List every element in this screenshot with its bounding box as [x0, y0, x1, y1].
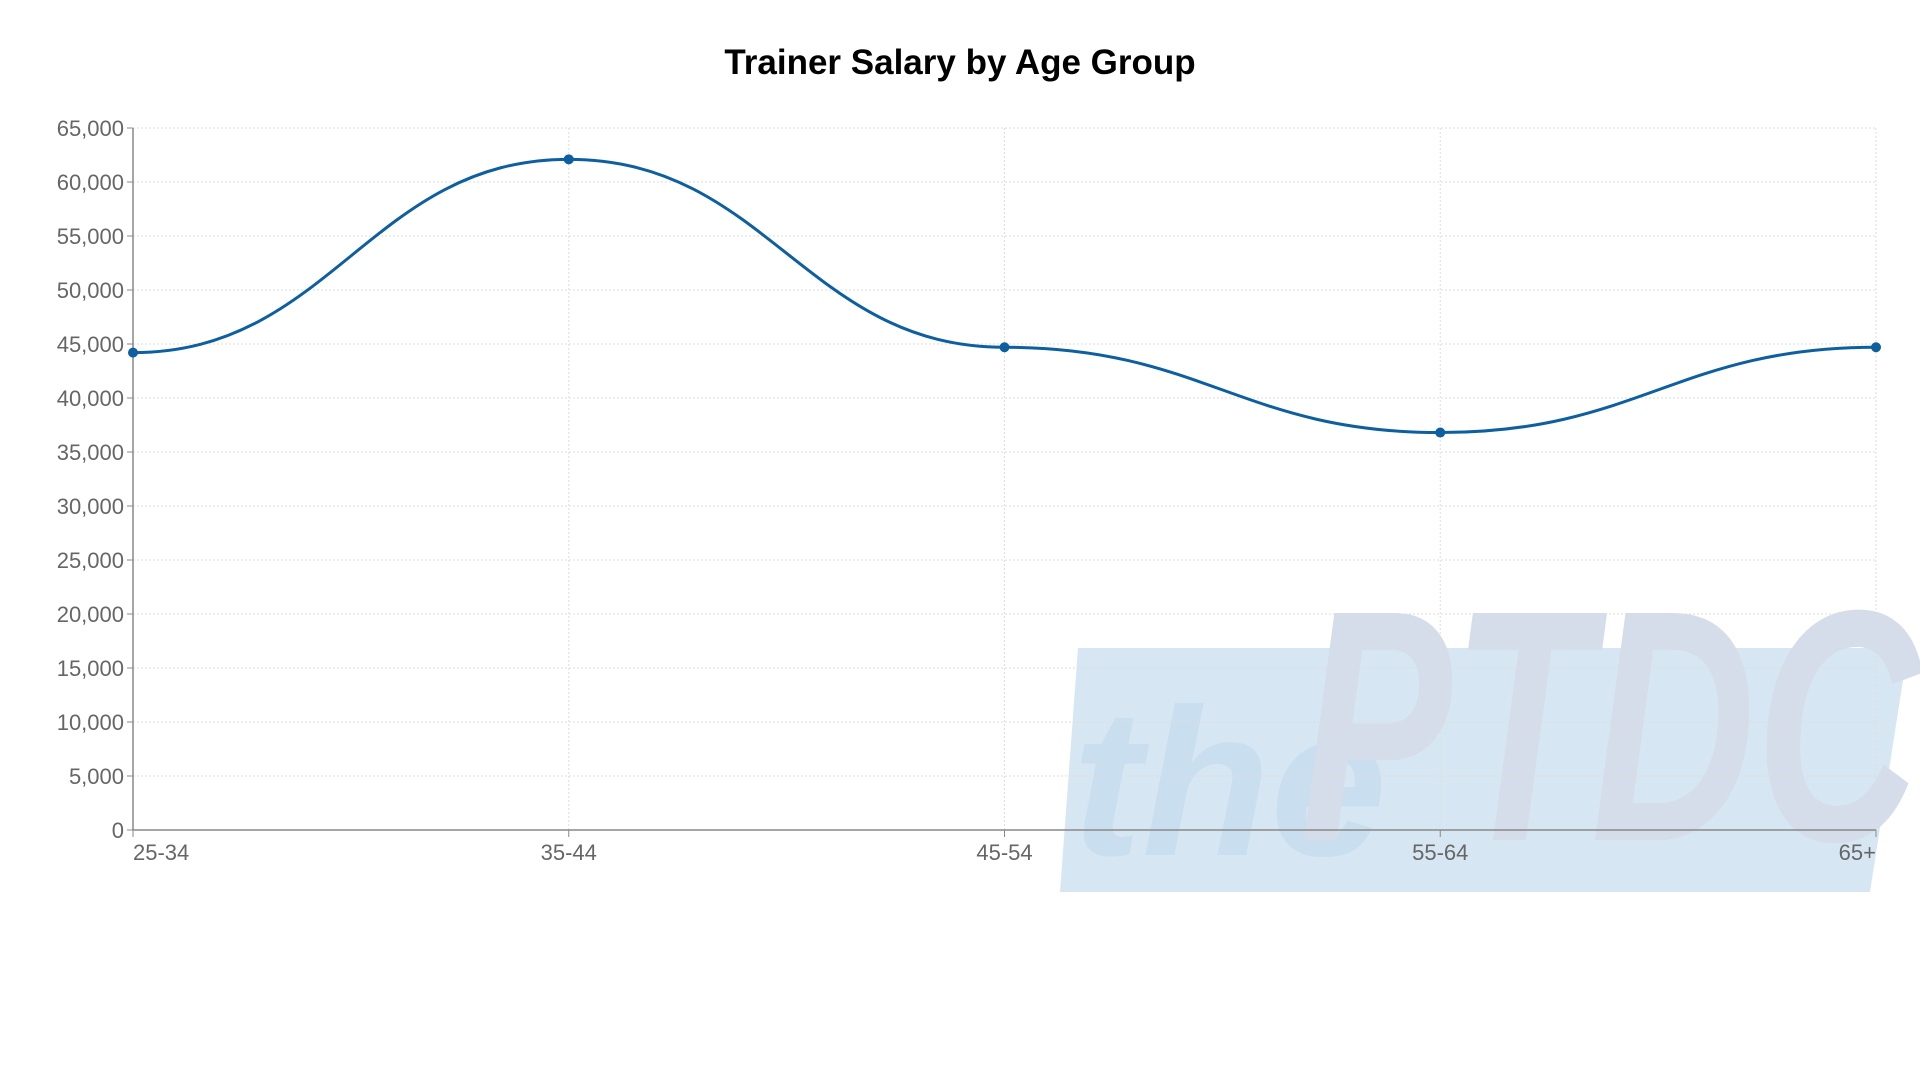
watermark-band [1060, 648, 1908, 892]
data-point-55-64[interactable] [1435, 427, 1446, 438]
y-tick-label: 65,000 [57, 116, 124, 141]
y-tick-label: 60,000 [57, 170, 124, 195]
y-tick-label: 45,000 [57, 332, 124, 357]
x-tick-label: 25-34 [133, 840, 189, 865]
grid-lines [133, 127, 1877, 830]
chart-title: Trainer Salary by Age Group [724, 43, 1195, 82]
data-point-35-44[interactable] [563, 154, 574, 165]
watermark-prefix: the [1072, 665, 1387, 900]
x-tick-label: 55-64 [1412, 840, 1468, 865]
y-tick-label: 50,000 [57, 278, 124, 303]
x-tick-label: 45-54 [976, 840, 1032, 865]
y-tick-label: 35,000 [57, 440, 124, 465]
y-tick-label: 10,000 [57, 710, 124, 735]
y-tick-label: 40,000 [57, 386, 124, 411]
y-tick-label: 20,000 [57, 602, 124, 627]
ptdc-watermark-logo: the PTDC [1060, 541, 1920, 910]
x-tick-label: 65+ [1839, 840, 1876, 865]
y-tick-label: 55,000 [57, 224, 124, 249]
y-tick-label: 30,000 [57, 494, 124, 519]
y-tick-label: 0 [112, 818, 124, 843]
y-tick-label: 25,000 [57, 548, 124, 573]
x-axis-ticks: 25-34 35-44 45-54 55-64 65+ [132, 830, 1877, 865]
x-tick-label: 35-44 [541, 840, 597, 865]
data-point-65+[interactable] [1871, 342, 1881, 353]
data-point-45-54[interactable] [999, 342, 1010, 353]
data-point-25-34[interactable] [128, 347, 138, 358]
watermark-brand: PTDC [1300, 541, 1920, 910]
data-points [128, 154, 1881, 438]
y-axis-ticks: 0 5,000 10,000 15,000 20,000 25,000 30,000 35,0… [57, 116, 133, 843]
series-line-0 [132, 157, 1877, 435]
y-tick-label: 15,000 [57, 656, 124, 681]
y-tick-label: 5,000 [69, 764, 124, 789]
series-layer [132, 157, 1877, 435]
